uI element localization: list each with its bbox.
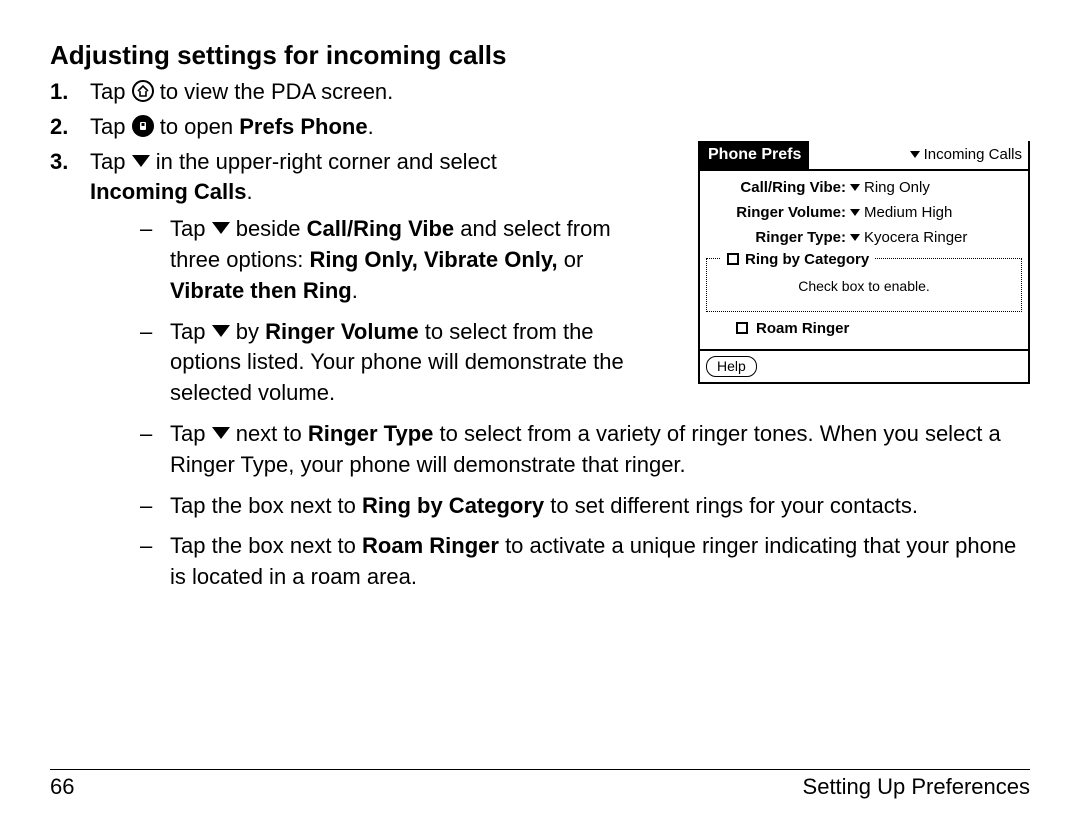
t: Ring Only, Vibrate Only, <box>309 247 557 272</box>
pda-row-ringer-type: Ringer Type: Kyocera Ringer <box>706 225 1022 250</box>
t: Call/Ring Vibe <box>307 216 455 241</box>
t: Vibrate then Ring <box>170 278 352 303</box>
pda-title: Phone Prefs <box>700 141 809 169</box>
roam-label: Roam Ringer <box>756 318 849 339</box>
pda-row-value[interactable]: Kyocera Ringer <box>846 227 967 248</box>
step-list: 1. Tap to view the PDA screen. 2. Tap to… <box>50 77 1030 593</box>
legend-text: Ring by Category <box>745 249 869 270</box>
pda-row-value[interactable]: Ring Only <box>846 177 930 198</box>
roam-ringer-option[interactable]: Roam Ringer <box>706 316 1022 341</box>
pda-row-call-ring-vibe: Call/Ring Vibe: Ring Only <box>706 175 1022 200</box>
t: next to <box>230 421 308 446</box>
chevron-down-icon <box>850 184 860 191</box>
chevron-down-icon <box>910 151 920 158</box>
sub-item: Tap next to Ringer Type to select from a… <box>140 419 1030 481</box>
section-heading: Adjusting settings for incoming calls <box>50 40 1030 71</box>
t: Ringer Type <box>308 421 434 446</box>
hint-text: Check box to enable. <box>798 278 930 294</box>
pda-row-label: Ringer Volume: <box>706 202 846 223</box>
pda-row-ringer-volume: Ringer Volume: Medium High <box>706 200 1022 225</box>
t: Tap the box next to <box>170 533 362 558</box>
pda-category-selector[interactable]: Incoming Calls <box>809 141 1028 169</box>
pda-category-label: Incoming Calls <box>924 144 1022 165</box>
step-number: 2. <box>50 112 68 143</box>
home-icon <box>132 80 154 102</box>
step-2: 2. Tap to open Prefs Phone. <box>50 112 1030 143</box>
t: Ring by Category <box>362 493 544 518</box>
pda-body: Call/Ring Vibe: Ring Only Ringer Volume:… <box>700 171 1028 349</box>
t: Ringer Volume <box>265 319 419 344</box>
step-3-line: Tap in the upper-right corner and select… <box>90 147 580 209</box>
step-1: 1. Tap to view the PDA screen. <box>50 77 1030 108</box>
t: Roam Ringer <box>362 533 499 558</box>
pda-row-label: Ringer Type: <box>706 227 846 248</box>
help-button[interactable]: Help <box>706 356 757 378</box>
chevron-down-icon <box>212 325 230 337</box>
ring-by-category-legend[interactable]: Ring by Category <box>721 249 875 270</box>
t: Tap <box>170 319 212 344</box>
step-number: 3. <box>50 147 68 178</box>
step-text: Tap <box>90 79 132 104</box>
step-text-bold: Prefs Phone <box>239 114 367 139</box>
step-text: in the upper-right corner and select <box>156 149 497 174</box>
prefs-phone-icon <box>132 115 154 137</box>
page-number: 66 <box>50 774 74 800</box>
sub-item: Tap by Ringer Volume to select from the … <box>140 317 660 409</box>
t: Tap <box>170 216 212 241</box>
step-text: to view the PDA screen. <box>160 79 394 104</box>
t: Tap <box>170 421 212 446</box>
chevron-down-icon <box>212 222 230 234</box>
chevron-down-icon <box>212 427 230 439</box>
ring-by-category-group: Ring by Category Check box to enable. <box>706 258 1022 312</box>
manual-page: Adjusting settings for incoming calls 1.… <box>0 0 1080 834</box>
pda-row-label: Call/Ring Vibe: <box>706 177 846 198</box>
chevron-down-icon <box>850 209 860 216</box>
t: beside <box>230 216 307 241</box>
sub-item: Tap the box next to Roam Ringer to activ… <box>140 531 1030 593</box>
step-text-bold: Incoming Calls <box>90 179 246 204</box>
step-text: . <box>246 179 252 204</box>
pda-footer: Help <box>700 349 1028 383</box>
step-text: to open <box>160 114 240 139</box>
step-number: 1. <box>50 77 68 108</box>
sub-item: Tap beside Call/Ring Vibe and select fro… <box>140 214 660 306</box>
pda-value-text: Ring Only <box>864 177 930 198</box>
pda-header: Phone Prefs Incoming Calls <box>700 141 1028 171</box>
chevron-down-icon <box>850 234 860 241</box>
t: to set different rings for your contacts… <box>544 493 918 518</box>
page-footer: 66 Setting Up Preferences <box>50 769 1030 800</box>
t: by <box>230 319 265 344</box>
t: Tap the box next to <box>170 493 362 518</box>
checkbox-icon <box>727 253 739 265</box>
pda-value-text: Medium High <box>864 202 952 223</box>
pda-value-text: Kyocera Ringer <box>864 227 967 248</box>
pda-screenshot: Phone Prefs Incoming Calls Call/Ring Vib… <box>698 141 1030 385</box>
chevron-down-icon <box>132 155 150 167</box>
sub-item: Tap the box next to Ring by Category to … <box>140 491 1030 522</box>
t: or <box>558 247 584 272</box>
section-name: Setting Up Preferences <box>803 774 1030 800</box>
step-text: Tap <box>90 114 132 139</box>
t: . <box>352 278 358 303</box>
pda-row-value[interactable]: Medium High <box>846 202 952 223</box>
step-3: 3. Phone Prefs Incoming Calls Call/Ring … <box>50 147 1030 593</box>
checkbox-icon <box>736 322 748 334</box>
step-text: Tap <box>90 149 132 174</box>
step-text: . <box>368 114 374 139</box>
